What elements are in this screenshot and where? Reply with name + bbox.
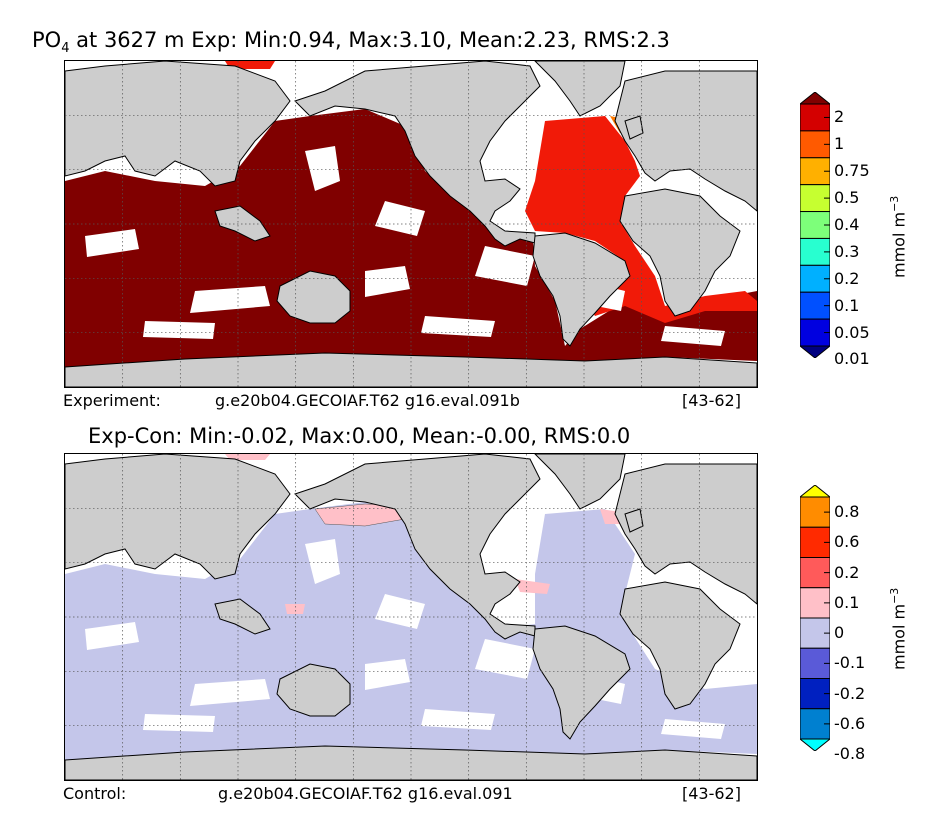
top-colorbar-tick-label: 2 <box>834 107 845 127</box>
top-colorbar-tick-label: 0.3 <box>834 241 860 261</box>
top-colorbar <box>800 92 830 358</box>
top-colorbar-tick-label: 1 <box>834 134 845 154</box>
missing-gap <box>85 622 139 650</box>
bottom-colorbar-tick-label: -0.2 <box>834 683 866 703</box>
diff-positive-arctic <box>225 454 270 460</box>
top-footer-left: Experiment: <box>63 391 161 410</box>
bottom-map-title: Exp-Con: Min:-0.02, Max:0.00, Mean:-0.00… <box>88 424 631 448</box>
bottom-unit-text: mmol m <box>889 603 909 670</box>
top-unit-exponent: −3 <box>888 195 901 212</box>
bottom-colorbar <box>800 485 830 751</box>
top-unit-text: mmol m <box>889 211 909 278</box>
top-colorbar-tick-label: 0.4 <box>834 215 860 234</box>
missing-gap <box>190 679 270 706</box>
bottom-map-panel <box>64 453 758 781</box>
top-map-panel <box>64 60 758 388</box>
top-colorbar-tick-label: 0.05 <box>834 322 870 342</box>
missing-gap <box>190 286 270 313</box>
top-colorbar-extend-max <box>800 92 830 105</box>
bottom-colorbar-tick-label: 0.2 <box>834 562 860 582</box>
land-eurasia_west <box>65 454 291 580</box>
missing-data-gaps <box>85 146 725 346</box>
bottom-colorbar-tick-label: 0.6 <box>834 532 860 552</box>
bottom-footer-case: g.e20b04.GECOIAF.T62 g16.eval.091 <box>218 784 513 803</box>
land-africa <box>619 188 741 317</box>
land-greenland <box>534 61 626 117</box>
top-colorbar-unit-label: mmol m−3 <box>888 196 908 278</box>
land-masses <box>65 61 757 387</box>
land-seasia <box>214 205 271 242</box>
top-map-title: PO4 at 3627 m Exp: Min:0.94, Max:3.10, M… <box>32 28 670 56</box>
missing-gap <box>421 709 495 730</box>
missing-gap <box>661 326 725 346</box>
top-colorbar-tick-label: 0.01 <box>834 349 870 369</box>
title-subscript: 4 <box>61 41 70 56</box>
land-northamerica <box>294 454 541 640</box>
diff-positive-west-pacific <box>285 604 305 614</box>
land-africa <box>619 581 741 710</box>
bottom-colorbar-tick-label: 0 <box>834 623 845 643</box>
missing-gap <box>661 719 725 739</box>
top-colorbar-tick-label: 0.2 <box>834 268 860 288</box>
map-graticule <box>65 61 757 387</box>
missing-data-gaps <box>85 539 725 739</box>
bottom-colorbar-tick-label: 0.1 <box>834 592 860 612</box>
land-eurasia_west <box>65 61 291 187</box>
top-colorbar-extend-min <box>800 345 830 358</box>
bottom-colorbar-tick-label: -0.8 <box>834 744 866 764</box>
land-eurasia <box>614 463 757 605</box>
missing-gap <box>375 201 425 236</box>
top-map-svg <box>65 61 757 387</box>
missing-gap <box>85 229 139 257</box>
land-seasia <box>214 598 271 635</box>
land-southamerica <box>532 625 631 740</box>
bottom-footer-left: Control: <box>63 784 127 803</box>
bottom-map-svg <box>65 454 757 780</box>
bottom-colorbar-unit-label: mmol m−3 <box>888 588 908 670</box>
map-graticule <box>65 454 757 780</box>
bottom-colorbar-extend-max <box>800 485 830 498</box>
land-greenland <box>534 454 626 510</box>
missing-gap <box>143 714 215 732</box>
top-footer-years: [43-62] <box>682 391 741 410</box>
bottom-colorbar-extend-min <box>800 738 830 751</box>
land-southamerica <box>532 232 631 347</box>
missing-gap <box>305 539 340 584</box>
bottom-unit-exponent: −3 <box>888 587 901 604</box>
title-prefix: PO <box>32 28 62 52</box>
top-colorbar-tick-label: 0.5 <box>834 188 860 208</box>
diff-positive-caribbean <box>515 579 550 594</box>
bottom-colorbar-tick-label: 0.8 <box>834 502 860 522</box>
land-uk <box>624 508 644 533</box>
missing-gap <box>475 246 535 286</box>
bottom-colorbar-tick-label: -0.6 <box>834 713 866 733</box>
missing-gap <box>421 316 495 337</box>
top-colorbar-tick-label: 0.75 <box>834 161 870 181</box>
top-colorbar-tick-label: 0.1 <box>834 295 860 315</box>
missing-gap <box>365 659 410 690</box>
land-uk <box>624 115 644 140</box>
land-northamerica <box>294 61 541 247</box>
missing-gap <box>375 594 425 629</box>
bottom-footer-years: [43-62] <box>682 784 741 803</box>
top-footer-case: g.e20b04.GECOIAF.T62 g16.eval.091b <box>215 391 520 410</box>
land-australia <box>276 663 351 717</box>
land-australia <box>276 270 351 324</box>
missing-gap <box>305 146 340 191</box>
land-eurasia <box>614 70 757 212</box>
atlantic-field <box>525 116 757 323</box>
missing-gap <box>475 639 535 679</box>
missing-gap <box>365 266 410 297</box>
missing-gap <box>143 321 215 339</box>
title-rest: at 3627 m Exp: Min:0.94, Max:3.10, Mean:… <box>69 28 670 52</box>
bottom-colorbar-tick-label: -0.1 <box>834 653 866 673</box>
